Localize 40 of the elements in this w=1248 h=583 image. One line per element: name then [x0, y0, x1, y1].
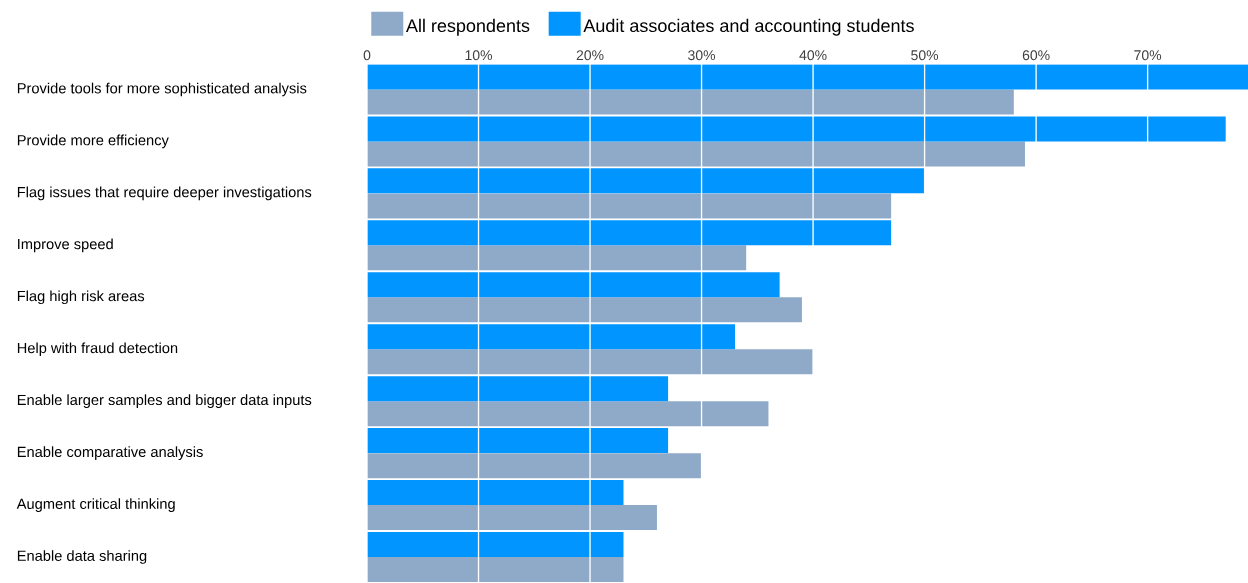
bar	[367, 480, 624, 506]
bar	[367, 116, 1226, 142]
legend-label: Audit associates and accounting students	[583, 18, 914, 36]
y-tick-label: Augment critical thinking	[16, 498, 175, 512]
bar	[367, 168, 925, 194]
x-tick-label: 70%	[1134, 50, 1162, 61]
bar	[367, 245, 747, 271]
y-tick-label: Help with fraud detection	[17, 342, 178, 357]
bar	[367, 220, 892, 246]
x-tick-label: 30%	[688, 50, 716, 61]
bar	[367, 557, 624, 583]
bar	[367, 453, 702, 479]
bar	[367, 193, 892, 219]
bar	[367, 297, 802, 323]
bar	[367, 272, 780, 298]
bar	[367, 349, 814, 375]
bar	[367, 64, 1248, 90]
bar	[367, 324, 736, 350]
bar	[367, 428, 669, 454]
y-tick-label: Enable comparative analysis	[17, 446, 203, 460]
x-tick-label: 10%	[465, 50, 493, 61]
x-tick-label: 60%	[1022, 50, 1050, 61]
bar	[367, 532, 624, 558]
x-tick-label: 50%	[911, 50, 939, 61]
bar	[367, 141, 1025, 167]
y-tick-label: Flag high risk areas	[17, 290, 145, 305]
bar	[367, 89, 1014, 115]
y-tick-label: Provide tools for more sophisticated analysis	[17, 82, 307, 97]
y-tick-label: Improve speed	[18, 238, 113, 253]
x-tick-label: 40%	[799, 50, 827, 61]
bar	[367, 401, 769, 427]
legend-label: All respondents	[405, 18, 530, 36]
x-tick-label: 20%	[576, 50, 604, 61]
y-tick-label: Provide more efficiency	[17, 134, 169, 149]
y-tick-label: Enable data sharing	[17, 550, 147, 564]
bar	[367, 505, 657, 531]
y-tick-label: Enable larger samples and bigger data inputs	[17, 394, 312, 408]
bar	[367, 376, 669, 402]
x-tick-label: 0	[363, 50, 371, 61]
y-tick-label: Flag issues that require deeper investigations	[17, 186, 312, 201]
